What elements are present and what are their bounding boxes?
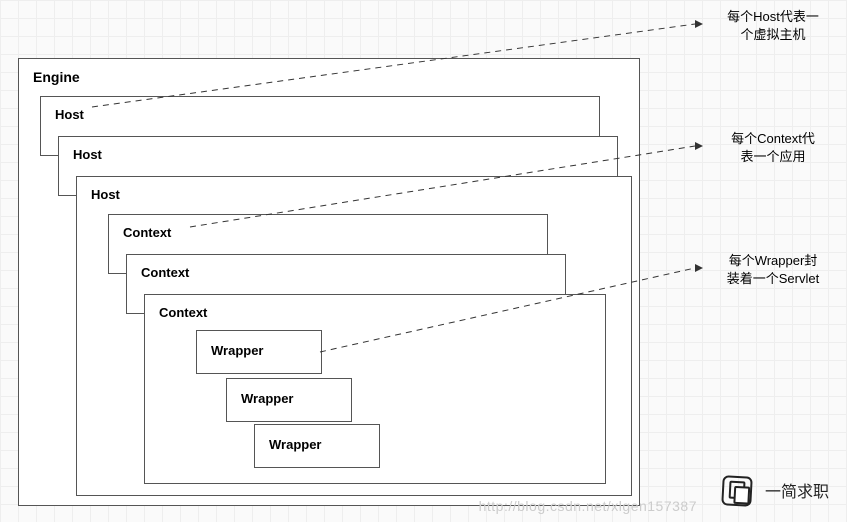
annotation-context: 每个Context代 表一个应用 (708, 130, 838, 166)
annotation-host-line2: 个虚拟主机 (740, 27, 805, 42)
arrowhead-wrapper (695, 264, 703, 272)
watermark-url: http://blog.csdn.net/xlgen157387 (479, 498, 697, 514)
annotation-wrapper: 每个Wrapper封 装着一个Servlet (708, 252, 838, 288)
wrapper-box-2: Wrapper (226, 378, 352, 422)
watermark-brand: 一简求职 (765, 478, 829, 502)
context-label-2: Context (141, 265, 189, 280)
annotation-host: 每个Host代表一 个虚拟主机 (708, 8, 838, 44)
annotation-context-line1: 每个Context代 (731, 131, 815, 146)
host-label-3: Host (91, 187, 120, 202)
arrowhead-context (695, 142, 703, 150)
watermark-logo-icon (721, 475, 753, 507)
annotation-context-line2: 表一个应用 (740, 149, 805, 164)
arrowhead-host (695, 20, 703, 28)
wrapper-label-3: Wrapper (269, 437, 322, 452)
engine-label: Engine (33, 69, 80, 85)
host-label-2: Host (73, 147, 102, 162)
annotation-wrapper-line1: 每个Wrapper封 (729, 253, 818, 268)
context-label-1: Context (123, 225, 171, 240)
annotation-wrapper-line2: 装着一个Servlet (727, 271, 819, 286)
context-label-3: Context (159, 305, 207, 320)
wrapper-label-2: Wrapper (241, 391, 294, 406)
wrapper-box-1: Wrapper (196, 330, 322, 374)
wrapper-label-1: Wrapper (211, 343, 264, 358)
annotation-host-line1: 每个Host代表一 (727, 9, 819, 24)
wrapper-box-3: Wrapper (254, 424, 380, 468)
host-label-1: Host (55, 107, 84, 122)
